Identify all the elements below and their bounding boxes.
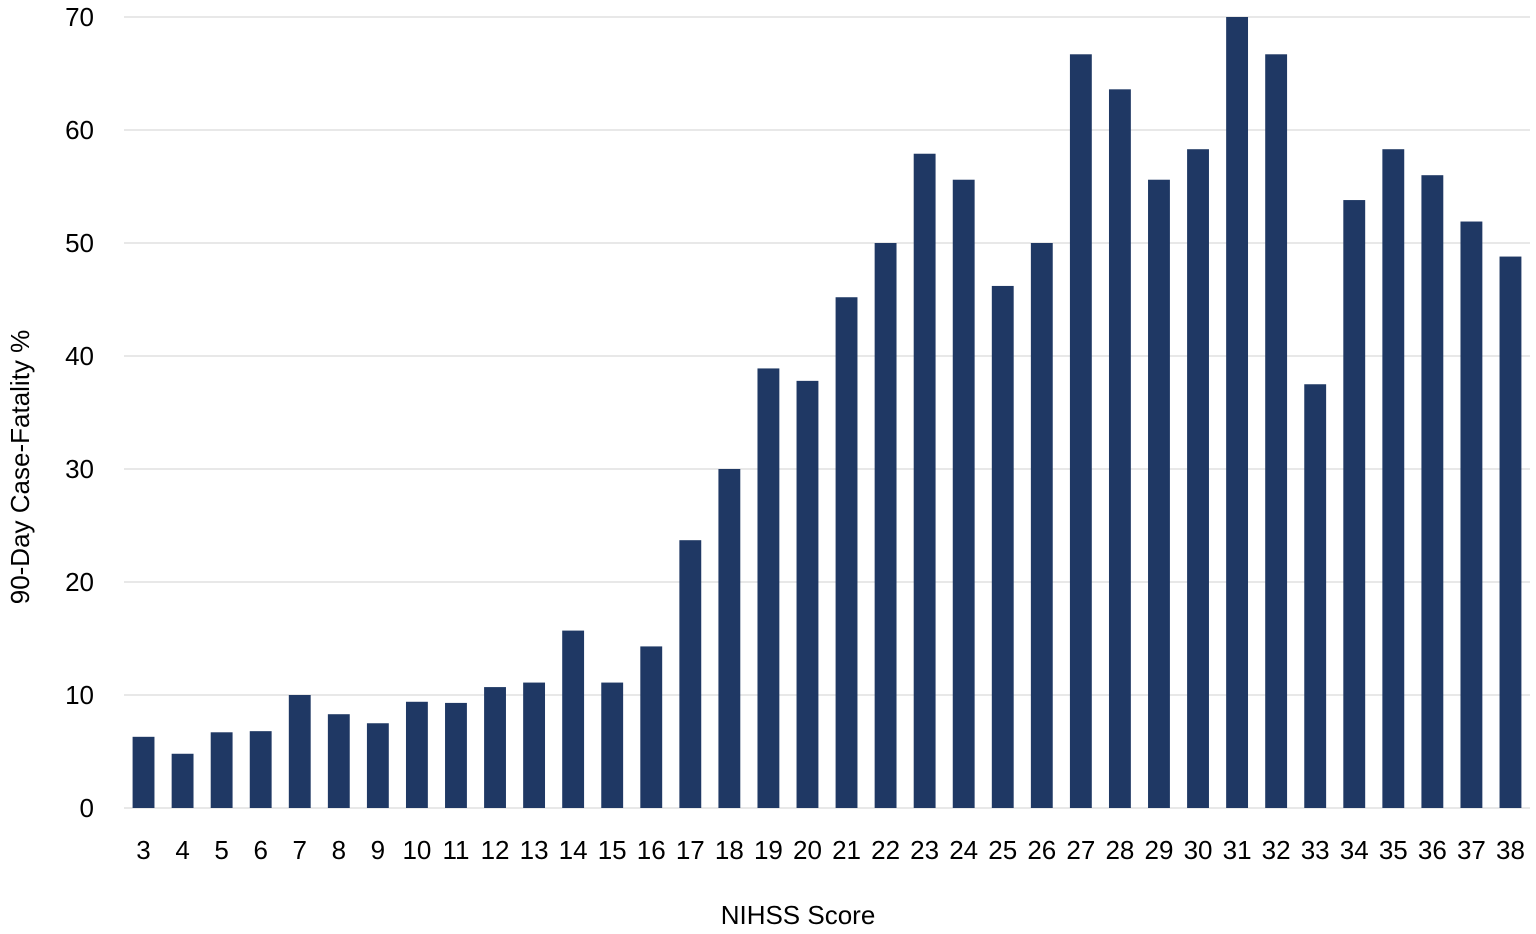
x-tick-label: 10 (402, 835, 431, 865)
bar-38 (1499, 256, 1522, 808)
y-tick-label: 20 (65, 567, 94, 597)
bar-30 (1187, 149, 1209, 808)
x-tick-label: 36 (1418, 835, 1447, 865)
bar-17 (679, 540, 702, 808)
x-tick-label: 14 (559, 835, 588, 865)
x-tick-label: 32 (1262, 835, 1291, 865)
x-tick-label: 22 (871, 835, 900, 865)
x-tick-label: 8 (332, 835, 346, 865)
bar-35 (1382, 149, 1405, 808)
bar-26 (1030, 243, 1053, 808)
bar-29 (1148, 179, 1170, 809)
bar-28 (1108, 89, 1131, 808)
gridlines (124, 16, 1530, 809)
y-tick-label: 70 (65, 2, 94, 32)
bar-22 (874, 243, 897, 808)
x-tick-label: 34 (1340, 835, 1369, 865)
bar-21 (835, 297, 858, 808)
x-tick-label: 19 (754, 835, 783, 865)
x-tick-label: 37 (1457, 835, 1486, 865)
x-axis-title: NIHSS Score (721, 900, 876, 930)
bar-9 (366, 723, 389, 808)
y-axis-ticks: 0 10 20 30 40 50 60 70 (65, 2, 94, 823)
bar-36 (1421, 175, 1444, 808)
bar-15 (601, 682, 624, 808)
bar-13 (523, 682, 546, 808)
bar-11 (445, 702, 467, 808)
x-tick-label: 17 (676, 835, 705, 865)
x-tick-label: 35 (1379, 835, 1408, 865)
x-tick-label: 4 (175, 835, 189, 865)
bar-19 (757, 368, 780, 808)
bar-6 (249, 731, 272, 808)
x-tick-label: 6 (253, 835, 267, 865)
bar-23 (913, 153, 936, 809)
x-tick-label: 30 (1184, 835, 1213, 865)
x-tick-label: 38 (1496, 835, 1525, 865)
x-tick-label: 26 (1027, 835, 1056, 865)
bar-27 (1069, 54, 1092, 809)
x-tick-label: 29 (1145, 835, 1174, 865)
y-axis-title: 90-Day Case-Fatality % (5, 330, 35, 605)
y-tick-label: 40 (65, 341, 94, 371)
bar-8 (327, 714, 350, 808)
x-tick-label: 24 (949, 835, 978, 865)
bar-5 (210, 732, 233, 808)
x-tick-label: 25 (988, 835, 1017, 865)
x-tick-label: 28 (1105, 835, 1134, 865)
x-tick-label: 11 (442, 835, 469, 865)
bar-32 (1265, 54, 1288, 809)
bar-31 (1226, 17, 1249, 808)
x-tick-label: 9 (371, 835, 385, 865)
y-tick-label: 60 (65, 115, 94, 145)
bar-14 (562, 630, 585, 808)
x-tick-label: 31 (1223, 835, 1252, 865)
x-tick-label: 16 (637, 835, 666, 865)
x-tick-label: 20 (793, 835, 822, 865)
bar-37 (1460, 221, 1483, 808)
bar-4 (171, 753, 194, 808)
bar-18 (718, 469, 741, 808)
bar-33 (1304, 384, 1327, 808)
bar-12 (484, 687, 506, 808)
y-tick-label: 30 (65, 454, 94, 484)
bar-34 (1343, 200, 1366, 808)
x-tick-label: 7 (293, 835, 307, 865)
y-tick-label: 50 (65, 228, 94, 258)
x-tick-label: 27 (1066, 835, 1095, 865)
x-tick-label: 3 (136, 835, 150, 865)
bar-7 (288, 695, 311, 808)
x-tick-label: 23 (910, 835, 939, 865)
x-tick-label: 12 (481, 835, 510, 865)
bars (132, 17, 1522, 809)
x-tick-label: 18 (715, 835, 744, 865)
x-axis-ticks: 3 4 5 6 7 8 9 10 11 12 13 14 15 16 17 18 19 20 21 22 23 24 25 2… (136, 835, 1525, 865)
x-tick-label: 33 (1301, 835, 1330, 865)
x-tick-label: 21 (832, 835, 861, 865)
bar-16 (640, 646, 663, 808)
bar-20 (796, 380, 819, 808)
y-tick-label: 0 (80, 793, 94, 823)
x-tick-label: 15 (598, 835, 627, 865)
y-tick-label: 10 (65, 680, 94, 710)
x-tick-label: 5 (214, 835, 228, 865)
x-tick-label: 13 (520, 835, 549, 865)
bar-25 (991, 285, 1014, 808)
bar-10 (405, 701, 428, 808)
bar-3 (132, 736, 155, 808)
bar-24 (952, 179, 975, 809)
